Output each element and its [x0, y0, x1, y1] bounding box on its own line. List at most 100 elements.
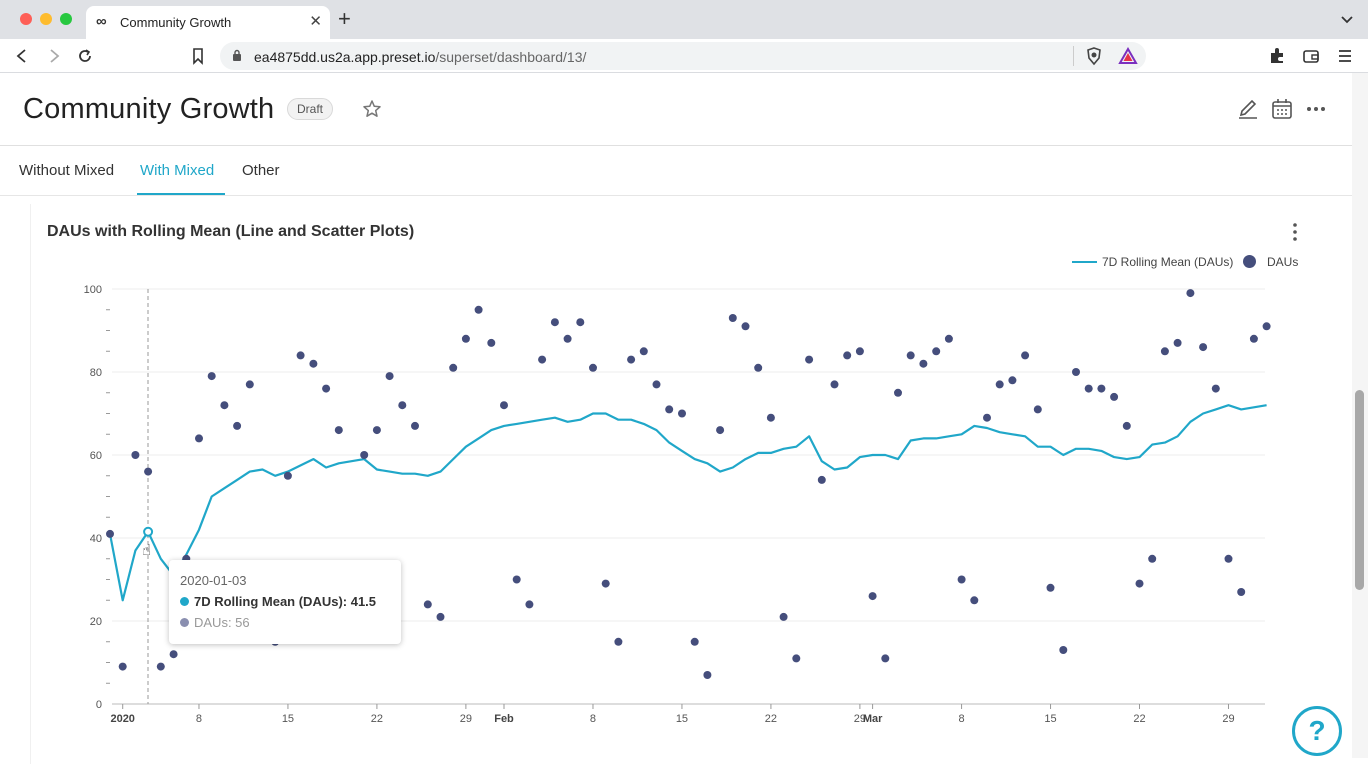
x-tick-label: 8 [590, 713, 596, 725]
wallet-icon[interactable] [1301, 46, 1321, 66]
dau-point [1199, 343, 1208, 352]
tab-other[interactable]: Other [242, 162, 280, 179]
x-tick-label: 15 [1044, 713, 1056, 725]
dau-point [906, 351, 915, 360]
menu-icon[interactable] [1335, 46, 1355, 66]
x-tick-label: Mar [863, 713, 883, 725]
maximize-window-button[interactable] [60, 13, 72, 25]
dau-point [563, 334, 572, 343]
dau-point [1033, 405, 1042, 414]
y-tick-label: 20 [90, 616, 102, 628]
close-tab-icon[interactable]: ✕ [309, 13, 322, 30]
dau-point [792, 654, 801, 663]
help-button[interactable]: ? [1292, 706, 1342, 756]
dau-point [983, 413, 991, 422]
dau-point [894, 388, 902, 397]
close-window-button[interactable] [20, 13, 32, 25]
chart-legend: 7D Rolling Mean (DAUs) DAUs [1070, 254, 1310, 270]
dashboard-title[interactable]: Community Growth [23, 93, 275, 125]
dau-point [1046, 583, 1055, 592]
url-text: ea4875dd.us2a.app.preset.io/superset/das… [254, 49, 587, 65]
bookmark-icon[interactable] [188, 46, 208, 66]
y-tick-label: 0 [96, 699, 102, 711]
dau-point [398, 401, 407, 410]
dau-point [550, 318, 559, 327]
dau-point [843, 351, 852, 360]
y-tick-label: 40 [90, 533, 102, 545]
x-tick-label: 8 [196, 713, 202, 725]
dau-point [207, 372, 216, 381]
tooltip-scatter-dot [180, 618, 189, 627]
legend-item-rolling-mean[interactable]: 7D Rolling Mean (DAUs) [1102, 255, 1234, 269]
back-icon[interactable] [12, 46, 32, 66]
forward-icon[interactable] [44, 46, 64, 66]
dau-point [957, 575, 966, 584]
dau-point [652, 380, 661, 389]
dau-point [1122, 421, 1131, 430]
x-tick-label: Feb [494, 713, 514, 725]
calendar-icon[interactable] [1270, 97, 1294, 121]
dau-point [919, 359, 928, 368]
dau-point [944, 334, 953, 343]
dau-point [779, 612, 788, 621]
tab-without-mixed[interactable]: Without Mixed [19, 162, 115, 179]
extensions-icon[interactable] [1267, 46, 1287, 66]
chart-title: DAUs with Rolling Mean (Line and Scatter… [47, 223, 415, 240]
new-tab-icon[interactable]: + [338, 6, 351, 31]
dau-point [487, 338, 496, 347]
dau-point [995, 380, 1004, 389]
dau-point [474, 305, 483, 314]
dau-point [1135, 579, 1144, 588]
edit-icon[interactable] [1236, 97, 1260, 121]
y-tick-label: 60 [90, 450, 102, 462]
scrollbar-thumb[interactable] [1355, 390, 1364, 590]
dau-point [817, 475, 826, 484]
dau-point [131, 451, 140, 459]
x-tick-label: 29 [1222, 713, 1234, 725]
tooltip-date: 2020-01-03 [180, 573, 247, 588]
address-bar[interactable]: ea4875dd.us2a.app.preset.io/superset/das… [220, 42, 1146, 70]
star-icon[interactable] [362, 99, 382, 119]
dau-point [1148, 554, 1157, 563]
dashboard-tabs: Without Mixed With Mixed Other [0, 146, 1368, 196]
dau-point [360, 451, 369, 459]
chevron-down-icon[interactable] [1340, 12, 1354, 26]
dau-point [1262, 322, 1271, 331]
browser-tab[interactable]: ∞ Community Growth ✕ [86, 6, 330, 39]
brave-rewards-icon[interactable] [1118, 47, 1138, 65]
dau-point [970, 596, 979, 605]
dau-point [1173, 338, 1182, 347]
dau-point [1237, 588, 1246, 596]
dau-point [868, 592, 877, 601]
tab-with-mixed[interactable]: With Mixed [140, 162, 215, 179]
tooltip-line-dot [180, 597, 189, 606]
dau-point [690, 637, 699, 646]
active-tab-underline [137, 193, 225, 195]
dau-point [741, 322, 750, 331]
tooltip-rolling-mean: 7D Rolling Mean (DAUs): 41.5 [180, 594, 376, 609]
dau-point [322, 384, 331, 393]
dau-point [220, 401, 229, 410]
infinity-icon: ∞ [96, 13, 107, 30]
dau-point [385, 372, 394, 381]
help-icon: ? [1308, 715, 1326, 746]
y-tick-label: 100 [84, 284, 102, 296]
x-tick-label: 22 [765, 713, 777, 725]
chart-menu-icon[interactable] [1288, 222, 1302, 242]
more-options-icon[interactable] [1304, 97, 1328, 121]
dau-point [1249, 334, 1258, 343]
dau-point [1072, 368, 1080, 376]
dau-point [283, 471, 292, 480]
x-tick-label: 15 [282, 713, 294, 725]
dau-point [1084, 384, 1093, 393]
dau-point [601, 579, 610, 588]
legend-item-daus[interactable]: DAUs [1267, 255, 1299, 269]
reload-icon[interactable] [75, 46, 95, 66]
dau-point [461, 334, 470, 343]
brave-shield-icon[interactable] [1084, 46, 1104, 66]
dau-point [1186, 289, 1195, 298]
browser-toolbar: ea4875dd.us2a.app.preset.io/superset/das… [0, 39, 1368, 73]
minimize-window-button[interactable] [40, 13, 52, 25]
dau-point [881, 654, 890, 663]
